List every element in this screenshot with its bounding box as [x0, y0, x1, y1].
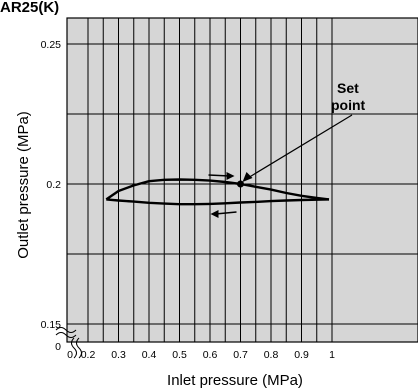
x-axis-break-mark [76, 337, 82, 359]
y-tick-label: 0.25 [41, 39, 62, 51]
series-group [105, 178, 330, 206]
x-tick-label: 0.4 [142, 349, 157, 361]
y-axis-break-mark [55, 332, 77, 338]
set-point-marker [237, 180, 244, 188]
set-point-label-line2: point [331, 97, 366, 113]
direction-arrow-lower [215, 211, 237, 215]
series-line-2 [106, 198, 330, 206]
x-tick-label: 0 [67, 349, 73, 361]
x-tick-label: 1 [329, 349, 335, 361]
series-line-1 [105, 178, 330, 201]
x-tick-label: 0.2 [81, 349, 96, 361]
x-tick-label: 0.7 [233, 349, 248, 361]
x-tick-label: 0.5 [172, 349, 187, 361]
direction-arrow-upper [208, 174, 230, 177]
y-axis-label: Outlet pressure (MPa) [15, 111, 32, 259]
x-tick-label: 0.3 [111, 349, 126, 361]
grid-lines [67, 18, 418, 342]
direction-arrowhead-lower [210, 210, 219, 218]
y-axis-break-mark [55, 327, 77, 333]
set-point-leader-arrowhead [242, 172, 253, 182]
tick-labels: 0 0.2 0.3 0.4 0.5 0.6 0.7 0.8 0.9 1 0 0.15 0.2 0.25 [41, 39, 336, 361]
chart-title: AR25(K) [0, 0, 59, 16]
axis-break [55, 327, 82, 359]
x-tick-label: 0.6 [203, 349, 218, 361]
annotation-group: Set point [208, 80, 366, 218]
set-point-label-line1: Set [337, 80, 359, 96]
direction-arrowhead-upper [226, 172, 235, 180]
plot-area [66, 17, 418, 343]
y-tick-label: 0.15 [41, 319, 62, 331]
x-axis-label: Inlet pressure (MPa) [167, 372, 303, 389]
set-point-leader [244, 114, 353, 181]
y-tick-label: 0.2 [46, 179, 61, 191]
y-tick-label: 0 [55, 341, 61, 353]
x-tick-label: 0.8 [264, 349, 279, 361]
x-axis-break-mark [71, 337, 77, 359]
x-tick-label: 0.9 [294, 349, 309, 361]
